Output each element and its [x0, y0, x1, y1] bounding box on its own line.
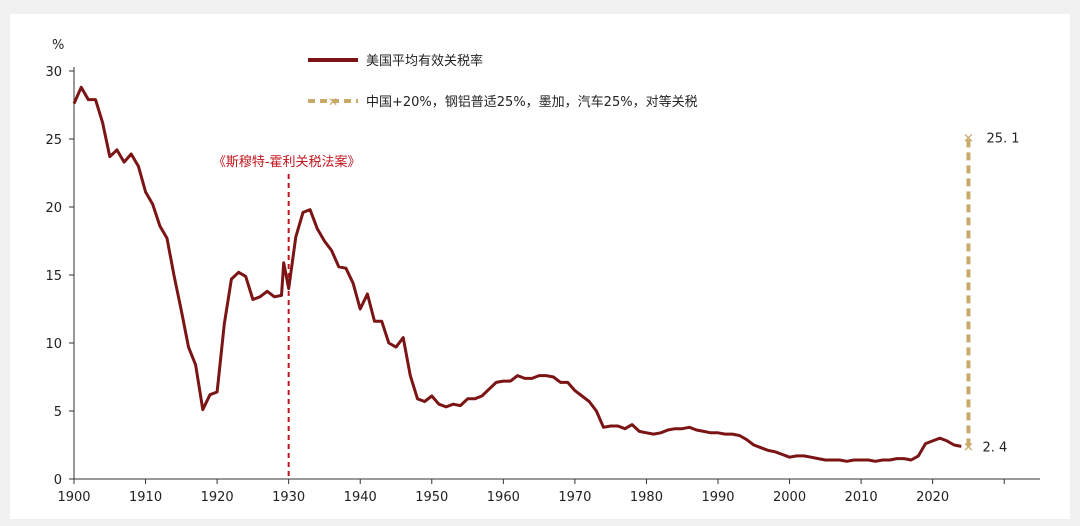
- y-axis-unit: %: [52, 38, 64, 53]
- y-axis: 0 5 10 15 20 25 30: [45, 65, 75, 488]
- x-tick-label: 2010: [845, 490, 878, 505]
- y-tick-label: 20: [45, 201, 62, 216]
- legend: 美国平均有效关税率 ✕ 中国+20%，钢铝普适25%，墨加，汽车25%，对等关税: [308, 53, 698, 110]
- x-tick-label: 1980: [630, 490, 663, 505]
- x-tick-label: 1940: [344, 490, 377, 505]
- projection-high-label: 25. 1: [986, 132, 1019, 147]
- legend-label-projection: 中国+20%，钢铝普适25%，墨加，汽车25%，对等关税: [366, 94, 698, 110]
- legend-marker-projection: ✕: [328, 95, 338, 109]
- event-marker: 《斯穆特-霍利关税法案》: [213, 155, 361, 479]
- y-tick-label: 0: [54, 473, 62, 488]
- projection-point-marker: ✕: [963, 440, 974, 455]
- x-tick-label: 1900: [57, 490, 90, 505]
- x-tick-label: 1930: [272, 490, 305, 505]
- projection-low-label: 2. 4: [982, 440, 1007, 455]
- series-layer: ✕✕: [72, 85, 974, 463]
- y-tick-label: 10: [45, 337, 62, 352]
- event-label: 《斯穆特-霍利关税法案》: [213, 155, 361, 170]
- chart-card: % 0 5 10 15 20 25 30 1900 1910 1920 1930 1940 1950 1…: [10, 14, 1070, 519]
- x-tick-label: 2000: [773, 490, 806, 505]
- x-tick-label: 1960: [487, 490, 520, 505]
- projection-point-marker: ✕: [963, 132, 974, 147]
- legend-label-tariff-rate: 美国平均有效关税率: [366, 53, 483, 69]
- x-tick-label: 2020: [916, 490, 949, 505]
- x-tick-label: 1990: [701, 490, 734, 505]
- y-tick-label: 15: [45, 269, 62, 284]
- x-tick-label: 1910: [129, 490, 162, 505]
- x-tick-label: 1950: [415, 490, 448, 505]
- y-tick-label: 30: [45, 65, 62, 80]
- series-line-tariff-rate: [72, 85, 962, 463]
- y-tick-label: 5: [54, 405, 62, 420]
- annotations-layer: 25. 1 2. 4: [982, 132, 1019, 456]
- x-axis: 1900 1910 1920 1930 1940 1950 1960 1970 1980 1990…: [57, 478, 1040, 505]
- x-tick-label: 1970: [558, 490, 591, 505]
- x-tick-label: 1920: [201, 490, 234, 505]
- y-tick-label: 25: [45, 133, 62, 148]
